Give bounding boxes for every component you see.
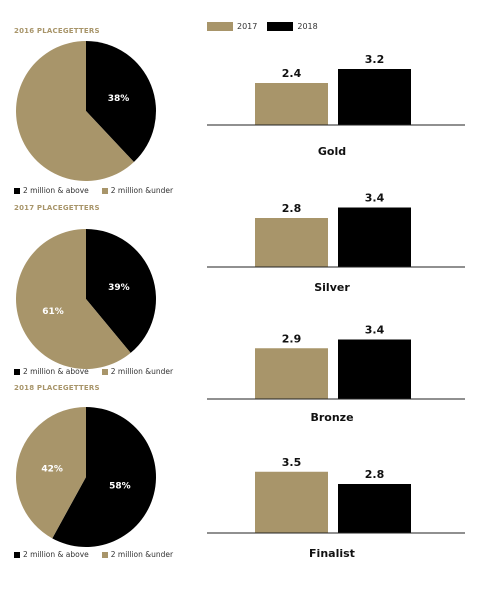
pie-slice-above — [86, 41, 156, 163]
bar-finalist-2017 — [255, 471, 328, 533]
pie-slice-above — [86, 229, 156, 353]
pie-2017-legend: 2 million & above 2 million &under — [14, 367, 173, 376]
legend-swatch-above — [14, 368, 20, 375]
legend-swatch-under — [101, 551, 108, 558]
bar-finalist-2018 — [338, 484, 411, 533]
legend-swatch-2018 — [267, 22, 294, 31]
legend-label-under: 2 million &under — [110, 367, 174, 376]
legend-swatch-above — [14, 551, 20, 558]
pie-slice-label: 42% — [41, 464, 63, 474]
bar-chart-title: Gold — [318, 145, 346, 158]
pie-2018-title: 2018 PLACEGETTERS — [14, 384, 100, 392]
legend-swatch-above — [14, 187, 20, 194]
bar-value-label: 3.2 — [365, 53, 385, 66]
legend-swatch-2017 — [207, 22, 233, 31]
legend-label-above: 2 million & above — [23, 550, 89, 559]
pie-2016-title: 2016 PLACEGETTERS — [14, 27, 100, 35]
legend-label-2018: 2018 — [297, 22, 318, 31]
legend-label-under: 2 million &under — [110, 186, 174, 195]
bar-gold-2017 — [255, 83, 328, 125]
legend-swatch-under — [101, 187, 108, 194]
pie-2018-legend: 2 million & above 2 million &under — [14, 550, 173, 559]
legend-label-above: 2 million & above — [23, 186, 89, 195]
bar-bronze-2017 — [255, 348, 328, 399]
legend-label-under: 2 million &under — [110, 550, 174, 559]
bar-value-label: 3.4 — [365, 192, 385, 205]
bar-chart-title: Bronze — [310, 411, 353, 424]
pie-chart-2017: 39% 61% — [15, 229, 156, 369]
pie-slice-under — [16, 407, 86, 539]
bar-value-label: 2.4 — [282, 67, 302, 80]
bar-charts: 2.4 3.2 Gold 2.8 3.4 Silver 2.9 3.4 Bronze 3.5 2.8… — [207, 53, 465, 560]
legend-label-2017: 2017 — [237, 22, 258, 31]
bar-value-label: 3.5 — [282, 456, 302, 469]
pie-slice-label: 58% — [109, 482, 131, 492]
pie-slice-label: 39% — [108, 283, 130, 293]
pie-2016-legend: 2 million & above 2 million &under — [14, 186, 173, 195]
pie-chart-2018: 58% 42% — [16, 407, 157, 547]
legend-swatch-under — [101, 368, 108, 375]
bar-value-label: 2.8 — [365, 468, 385, 481]
bar-silver-2017 — [255, 218, 328, 267]
bar-silver-2018 — [338, 207, 411, 267]
bar-chart-title: Silver — [314, 281, 350, 294]
bar-bronze-2018 — [338, 339, 411, 399]
pie-slice-above — [52, 407, 157, 547]
bar-value-label: 3.4 — [365, 324, 385, 337]
bar-chart-title: Finalist — [309, 547, 355, 560]
bar-value-label: 2.9 — [282, 332, 302, 345]
year-legend: 2017 2018 — [207, 22, 318, 31]
pie-2017-title: 2017 PLACEGETTERS — [14, 204, 100, 212]
pie-slice-under — [15, 229, 131, 369]
pie-slice-label: 38% — [108, 94, 130, 104]
legend-label-above: 2 million & above — [23, 367, 89, 376]
pie-chart-2016: 38% — [15, 41, 156, 181]
bar-value-label: 2.8 — [282, 202, 302, 215]
bar-gold-2018 — [338, 69, 411, 125]
pie-slice-under — [15, 41, 134, 181]
pie-slice-label: 61% — [42, 307, 64, 317]
